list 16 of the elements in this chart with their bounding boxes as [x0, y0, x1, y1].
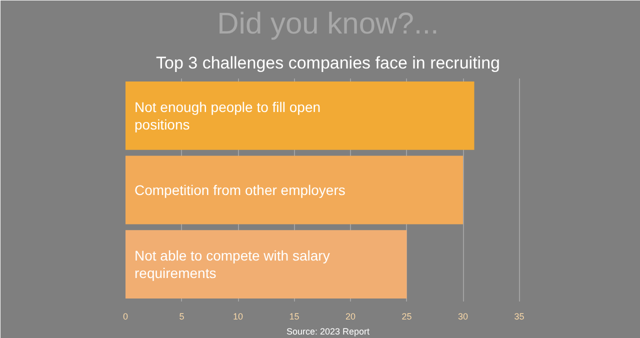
y-tick-label: Not able to compete with salary requirements — [134, 248, 330, 282]
chart-subtitle: Top 3 challenges companies face in recruiting — [156, 54, 500, 72]
x-tick-label: 5 — [179, 312, 184, 322]
bar — [126, 81, 474, 150]
y-tick-label: Competition from other employers — [134, 182, 346, 198]
y-tick-label: Not enough people to fill open positions — [134, 98, 321, 132]
bar — [126, 156, 463, 224]
source-note: Source: 2023 Report — [286, 326, 370, 336]
bar — [126, 230, 407, 299]
x-tick-label: 30 — [458, 312, 468, 322]
x-tick-label: 0 — [122, 312, 128, 322]
x-tick-label: 10 — [232, 312, 244, 322]
x-tick-label: 35 — [514, 312, 524, 322]
x-tick-label: 15 — [289, 312, 300, 322]
x-tick-label: 25 — [402, 312, 412, 322]
x-tick-label: 20 — [345, 312, 356, 322]
